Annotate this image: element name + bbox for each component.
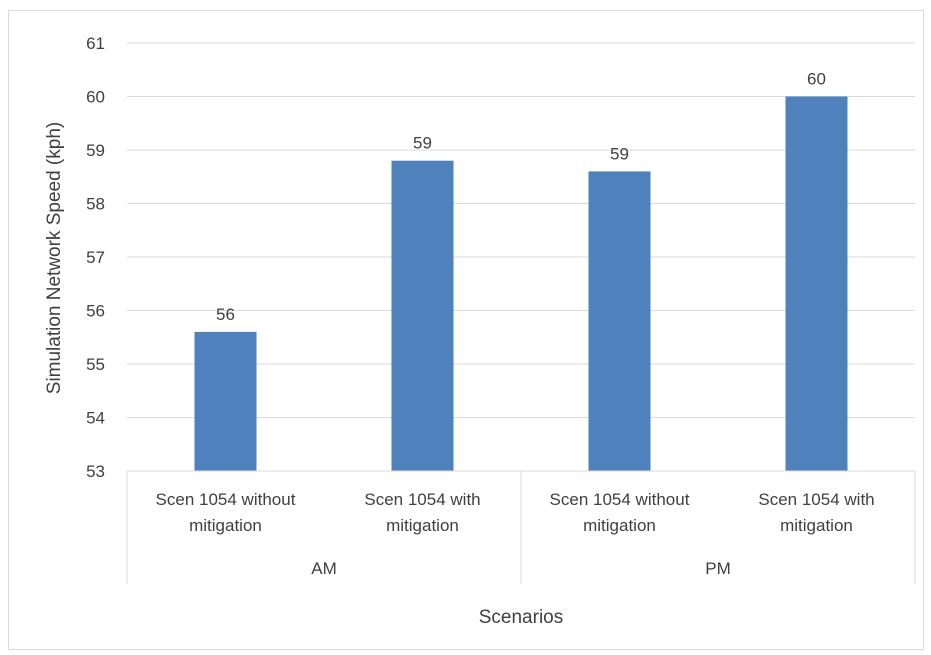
bars — [194, 96, 848, 471]
x-category-label-line: mitigation — [386, 516, 459, 535]
data-label: 59 — [413, 134, 432, 153]
bar — [588, 171, 651, 471]
x-axis-title: Scenarios — [479, 607, 564, 628]
x-category-label: Scen 1054 with mitigation — [758, 490, 874, 535]
y-tick-label: 57 — [86, 248, 105, 267]
y-tick-label: 55 — [86, 355, 105, 374]
data-label: 59 — [610, 144, 629, 163]
y-tick-label: 60 — [86, 88, 105, 107]
y-tick-label: 54 — [86, 409, 105, 428]
data-labels: 56 59 59 60 — [216, 70, 826, 324]
y-tick-label: 59 — [86, 141, 105, 160]
y-tick-label: 53 — [86, 462, 105, 481]
x-category-label-line: Scen 1054 with — [758, 490, 874, 509]
y-axis-ticks: 53 54 55 56 57 58 59 60 61 — [86, 34, 105, 481]
y-axis-title: Simulation Network Speed (kph) — [44, 122, 65, 394]
y-tick-label: 61 — [86, 34, 105, 53]
x-category-label: Scen 1054 without mitigation — [156, 490, 296, 535]
x-group-label: PM — [705, 559, 731, 578]
x-category-label-line: Scen 1054 without — [550, 490, 690, 509]
y-tick-label: 56 — [86, 302, 105, 321]
x-category-label-line: mitigation — [189, 516, 262, 535]
x-category-label: Scen 1054 with mitigation — [364, 490, 480, 535]
data-label: 56 — [216, 305, 235, 324]
x-category-label-line: mitigation — [583, 516, 656, 535]
x-category-label: Scen 1054 without mitigation — [550, 490, 690, 535]
x-category-label-line: mitigation — [780, 516, 853, 535]
bar — [785, 96, 848, 471]
x-category-label-line: Scen 1054 without — [156, 490, 296, 509]
chart-frame — [8, 10, 924, 650]
x-category-label-line: Scen 1054 with — [364, 490, 480, 509]
y-tick-label: 58 — [86, 195, 105, 214]
bar — [194, 331, 257, 471]
bar — [391, 160, 454, 471]
data-label: 60 — [807, 70, 826, 89]
x-group-label: AM — [311, 559, 337, 578]
